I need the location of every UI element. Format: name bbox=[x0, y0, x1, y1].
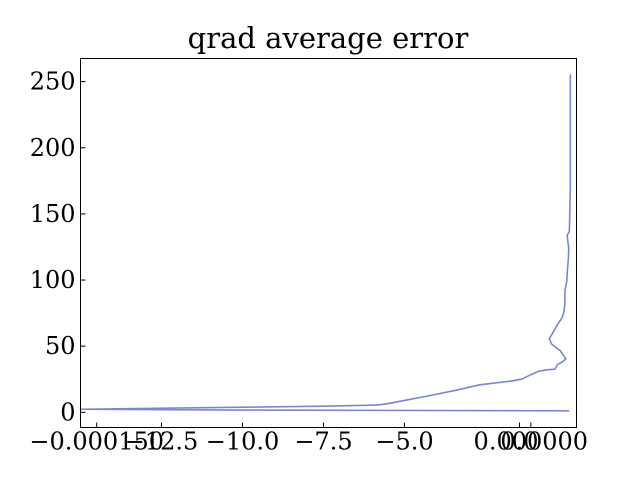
y-tick-label: 200 bbox=[30, 134, 76, 162]
x-axis-ticks: −0.000150−12.5 −10.0 −7.5 −5.0 0.00.000000 bbox=[29, 422, 589, 456]
y-tick-label: 150 bbox=[30, 200, 76, 228]
chart-title: qrad average error bbox=[188, 21, 469, 55]
series-line-0 bbox=[79, 74, 572, 412]
series-layer bbox=[79, 74, 572, 412]
y-tick-label: 100 bbox=[30, 266, 76, 294]
y-tick-label: 250 bbox=[30, 68, 76, 96]
axes-frame bbox=[80, 58, 577, 428]
x-tick-label: −12.5 bbox=[125, 428, 199, 456]
x-tick-label: 0.0 bbox=[500, 428, 538, 456]
y-tick-label: 0 bbox=[60, 398, 75, 426]
x-tick-label: −7.5 bbox=[294, 428, 352, 456]
y-tick-label: 50 bbox=[45, 332, 76, 360]
x-tick-label: −0.000150 bbox=[29, 428, 164, 456]
x-tick-label: −10.0 bbox=[206, 428, 280, 456]
x-tick-label: 0.000000 bbox=[474, 428, 589, 456]
y-axis-ticks: 0 50 100 150 200 250 bbox=[30, 68, 86, 426]
x-tick-label: −5.0 bbox=[375, 428, 433, 456]
